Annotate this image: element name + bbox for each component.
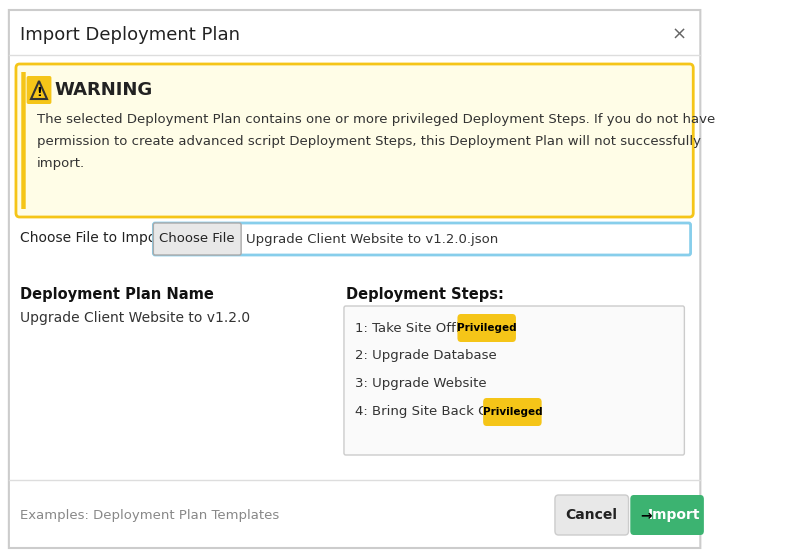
Text: 4: Bring Site Back Online: 4: Bring Site Back Online [354,406,521,418]
Text: Privileged: Privileged [482,407,542,417]
Text: Deployment Plan Name: Deployment Plan Name [19,287,214,302]
Text: The selected Deployment Plan contains one or more privileged Deployment Steps. I: The selected Deployment Plan contains on… [38,113,715,127]
Text: Privileged: Privileged [457,323,517,333]
Text: import.: import. [38,157,86,171]
Text: 3: Upgrade Website: 3: Upgrade Website [354,378,486,391]
Text: Import: Import [648,508,701,522]
FancyBboxPatch shape [630,495,704,535]
FancyBboxPatch shape [22,72,26,209]
Text: Choose File to Import: Choose File to Import [19,231,167,245]
FancyBboxPatch shape [458,314,516,342]
Text: →: → [641,509,652,523]
Text: WARNING: WARNING [55,81,154,99]
Text: Upgrade Client Website to v1.2.0: Upgrade Client Website to v1.2.0 [19,311,250,325]
Text: 2: Upgrade Database: 2: Upgrade Database [354,349,496,363]
FancyBboxPatch shape [154,223,690,255]
Text: Examples: Deployment Plan Templates: Examples: Deployment Plan Templates [19,508,278,522]
Text: Choose File: Choose File [159,233,235,246]
Text: permission to create advanced script Deployment Steps, this Deployment Plan will: permission to create advanced script Dep… [38,136,702,148]
FancyBboxPatch shape [344,306,684,455]
FancyBboxPatch shape [555,495,629,535]
Text: 1: Take Site Offline: 1: Take Site Offline [354,321,479,334]
Text: !: ! [36,85,42,99]
Polygon shape [31,81,47,99]
FancyBboxPatch shape [26,76,51,104]
Text: Import Deployment Plan: Import Deployment Plan [19,26,239,44]
Text: Upgrade Client Website to v1.2.0.json: Upgrade Client Website to v1.2.0.json [246,233,498,246]
FancyBboxPatch shape [16,64,694,217]
FancyBboxPatch shape [483,398,542,426]
Text: Deployment Steps:: Deployment Steps: [346,287,504,302]
Text: Cancel: Cancel [566,508,618,522]
Text: ×: × [672,26,687,44]
FancyBboxPatch shape [9,10,700,548]
FancyBboxPatch shape [154,223,241,255]
